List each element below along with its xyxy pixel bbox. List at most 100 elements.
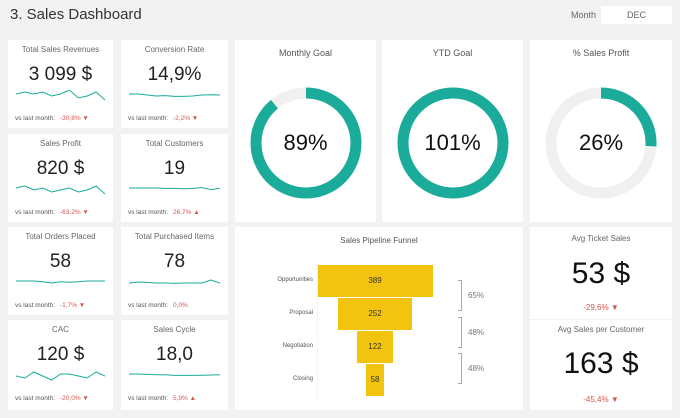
vs-label: vs last month: bbox=[128, 209, 169, 216]
kpi-card: Conversion Rate 14,9% vs last month: -2,… bbox=[121, 40, 228, 128]
kpi-delta: -20,0% ▼ bbox=[60, 395, 89, 402]
down-arrow-icon: ▼ bbox=[82, 115, 89, 122]
month-select[interactable]: DEC bbox=[601, 6, 672, 24]
kpi-value: 58 bbox=[49, 251, 72, 272]
donut-fill bbox=[397, 87, 508, 199]
kpi-delta-text: -63,2% bbox=[60, 209, 81, 216]
avg-customer-title: Avg Sales per Customer bbox=[557, 325, 645, 334]
kpi-delta: -63,2% ▼ bbox=[60, 209, 89, 216]
kpi-title: Sales Cycle bbox=[153, 325, 196, 334]
sparkline bbox=[16, 280, 105, 284]
goal-value: 89% bbox=[283, 130, 328, 155]
goal-value: 26% bbox=[578, 130, 624, 155]
kpi-delta-text: -1,7% bbox=[60, 302, 77, 309]
funnel-category-label: Negotiation bbox=[282, 343, 313, 349]
down-arrow-icon: ▼ bbox=[191, 115, 199, 122]
sparkline bbox=[16, 371, 105, 381]
vs-label: vs last month: bbox=[15, 209, 56, 216]
sparkline bbox=[129, 373, 220, 376]
funnel-conversion-rate: 65% bbox=[468, 291, 485, 300]
kpi-title: Total Customers bbox=[145, 139, 204, 148]
kpi-delta: 5,9% ▲ bbox=[173, 395, 196, 402]
kpi-card: Total Sales Revenues 3 099 $ vs last mon… bbox=[8, 40, 113, 128]
kpi-title: CAC bbox=[52, 325, 69, 334]
kpi-card: CAC 120 $ vs last month: -20,0% ▼ bbox=[8, 320, 113, 410]
donut-fill bbox=[250, 87, 361, 199]
up-arrow-icon: ▲ bbox=[193, 209, 200, 216]
down-arrow-icon: ▼ bbox=[78, 302, 86, 309]
funnel-title: Sales Pipeline Funnel bbox=[340, 236, 418, 245]
funnel-bracket bbox=[458, 317, 462, 348]
up-arrow-icon: ▲ bbox=[189, 395, 197, 402]
avg-ticket-value: 53 $ bbox=[571, 257, 631, 290]
funnel-conversion-rate: 48% bbox=[468, 364, 485, 373]
vs-label: vs last month: bbox=[128, 302, 169, 309]
funnel-category-label: Opportunities bbox=[277, 277, 313, 283]
kpi-delta: 0,0% bbox=[173, 302, 188, 309]
sparkline-line bbox=[129, 187, 220, 191]
kpi-delta-text: 0,0% bbox=[173, 302, 188, 309]
down-arrow-icon: ▼ bbox=[610, 303, 619, 312]
kpi-card: Total Purchased Items 78 vs last month: … bbox=[121, 227, 228, 315]
vs-label: vs last month: bbox=[128, 115, 169, 122]
funnel-bracket bbox=[458, 353, 462, 384]
month-label: Month bbox=[571, 10, 597, 20]
vs-label: vs last month: bbox=[15, 395, 56, 402]
funnel-bar: 252 bbox=[337, 298, 413, 330]
funnel-conversion-rate: 48% bbox=[468, 328, 485, 337]
kpi-delta-text: 26,7% bbox=[173, 209, 192, 216]
down-arrow-icon: ▼ bbox=[610, 395, 619, 404]
kpi-card: Total Orders Placed 58 vs last month: -1… bbox=[8, 227, 113, 315]
avg-ticket-title: Avg Ticket Sales bbox=[571, 234, 631, 243]
kpi-card: Total Customers 19 vs last month: 26,7% … bbox=[121, 134, 228, 222]
goal-card: YTD Goal 101% bbox=[382, 40, 523, 222]
sparkline bbox=[129, 93, 220, 97]
down-arrow-icon: ▼ bbox=[82, 395, 89, 402]
sparkline bbox=[129, 279, 220, 284]
funnel-bar: 389 bbox=[317, 265, 433, 297]
sparkline bbox=[16, 185, 105, 195]
sparkline bbox=[16, 90, 105, 101]
donut-chart bbox=[545, 87, 657, 199]
kpi-title: Total Sales Revenues bbox=[21, 45, 100, 54]
kpi-title: Sales Profit bbox=[40, 139, 81, 148]
kpi-title: Total Orders Placed bbox=[25, 232, 96, 241]
sparkline-line bbox=[16, 371, 105, 381]
goal-title: YTD Goal bbox=[432, 48, 473, 58]
funnel-category-label: Proposal bbox=[289, 310, 313, 316]
vs-label: vs last month: bbox=[128, 395, 169, 402]
funnel-bar: 58 bbox=[366, 364, 384, 396]
kpi-title: Total Purchased Items bbox=[134, 232, 215, 241]
divider bbox=[530, 319, 672, 320]
down-arrow-icon: ▼ bbox=[82, 209, 89, 216]
goal-card: % Sales Profit 26% bbox=[530, 40, 672, 222]
goal-card: Monthly Goal 89% bbox=[235, 40, 376, 222]
donut-fill bbox=[545, 87, 657, 199]
kpi-value: 14,9% bbox=[147, 64, 202, 85]
avg-customer-value: 163 $ bbox=[563, 347, 639, 380]
kpi-card: Sales Cycle 18,0 vs last month: 5,9% ▲ bbox=[121, 320, 228, 410]
donut-chart bbox=[397, 87, 508, 199]
funnel-category-label: Closing bbox=[292, 376, 313, 382]
kpi-value: 120 $ bbox=[36, 344, 85, 365]
kpi-delta-text: -2,2% bbox=[173, 115, 190, 122]
avg-customer-delta: -45,4% ▼ bbox=[530, 395, 672, 404]
sparkline-line bbox=[129, 279, 220, 284]
kpi-delta: -1,7% ▼ bbox=[60, 302, 85, 309]
sales-pipeline-funnel-card: Sales Pipeline Funnel Opportunities 389 Pr… bbox=[235, 227, 523, 410]
page-title: 3. Sales Dashboard bbox=[10, 6, 142, 23]
kpi-delta-text: 5,9% bbox=[173, 395, 188, 402]
kpi-value: 3 099 $ bbox=[28, 64, 93, 85]
sparkline-line bbox=[16, 90, 105, 101]
avg-sales-card: Avg Ticket Sales 53 $ -29,6% ▼ Avg Sales… bbox=[530, 227, 672, 410]
funnel-bracket bbox=[458, 280, 462, 311]
kpi-delta: -2,2% ▼ bbox=[173, 115, 198, 122]
kpi-value: 18,0 bbox=[156, 344, 193, 365]
goal-value: 101% bbox=[424, 130, 481, 155]
funnel-bar: 122 bbox=[356, 331, 394, 363]
kpi-value: 19 bbox=[163, 158, 186, 179]
kpi-delta: -30,8% ▼ bbox=[60, 115, 89, 122]
sparkline bbox=[129, 187, 220, 191]
vs-label: vs last month: bbox=[15, 115, 56, 122]
kpi-value: 820 $ bbox=[36, 158, 85, 179]
